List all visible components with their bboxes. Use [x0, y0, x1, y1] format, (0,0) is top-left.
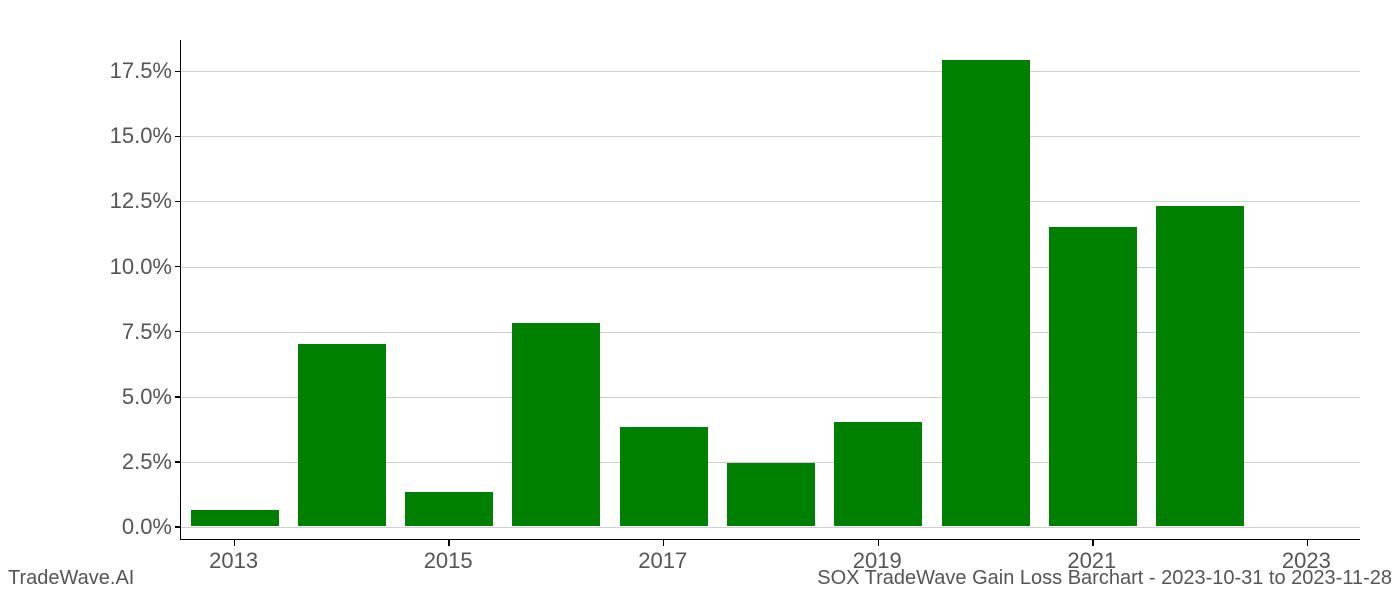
bar	[834, 422, 922, 526]
x-tick-label: 2021	[1067, 548, 1116, 574]
y-tick-label: 12.5%	[110, 188, 172, 214]
x-tick-mark	[1092, 540, 1094, 546]
y-tick-label: 15.0%	[110, 123, 172, 149]
y-tick-mark	[175, 71, 181, 73]
x-tick-label: 2015	[424, 548, 473, 574]
plot-area	[180, 40, 1360, 540]
x-tick-mark	[448, 540, 450, 546]
bar	[1156, 206, 1244, 526]
x-tick-mark	[234, 540, 236, 546]
x-tick-mark	[663, 540, 665, 546]
chart-container	[180, 40, 1360, 540]
bar	[942, 60, 1030, 526]
gridline	[181, 201, 1360, 202]
bar	[298, 344, 386, 526]
y-tick-mark	[175, 526, 181, 528]
y-tick-label: 17.5%	[110, 58, 172, 84]
footer-left-text: TradeWave.AI	[8, 567, 134, 590]
y-tick-label: 10.0%	[110, 254, 172, 280]
y-tick-label: 0.0%	[122, 514, 172, 540]
bar	[191, 510, 279, 526]
y-tick-mark	[175, 136, 181, 138]
x-tick-label: 2019	[853, 548, 902, 574]
x-tick-label: 2023	[1282, 548, 1331, 574]
y-tick-mark	[175, 266, 181, 268]
x-tick-mark	[1307, 540, 1309, 546]
y-tick-label: 2.5%	[122, 449, 172, 475]
bar	[727, 463, 815, 526]
y-tick-mark	[175, 331, 181, 333]
y-tick-mark	[175, 396, 181, 398]
y-tick-label: 5.0%	[122, 384, 172, 410]
x-tick-label: 2017	[638, 548, 687, 574]
gridline	[181, 527, 1360, 528]
x-tick-label: 2013	[209, 548, 258, 574]
y-tick-mark	[175, 461, 181, 463]
gridline	[181, 71, 1360, 72]
x-tick-mark	[878, 540, 880, 546]
bar	[405, 492, 493, 526]
bar	[1049, 227, 1137, 526]
y-tick-mark	[175, 201, 181, 203]
gridline	[181, 136, 1360, 137]
bar	[620, 427, 708, 526]
y-tick-label: 7.5%	[122, 319, 172, 345]
bar	[512, 323, 600, 526]
